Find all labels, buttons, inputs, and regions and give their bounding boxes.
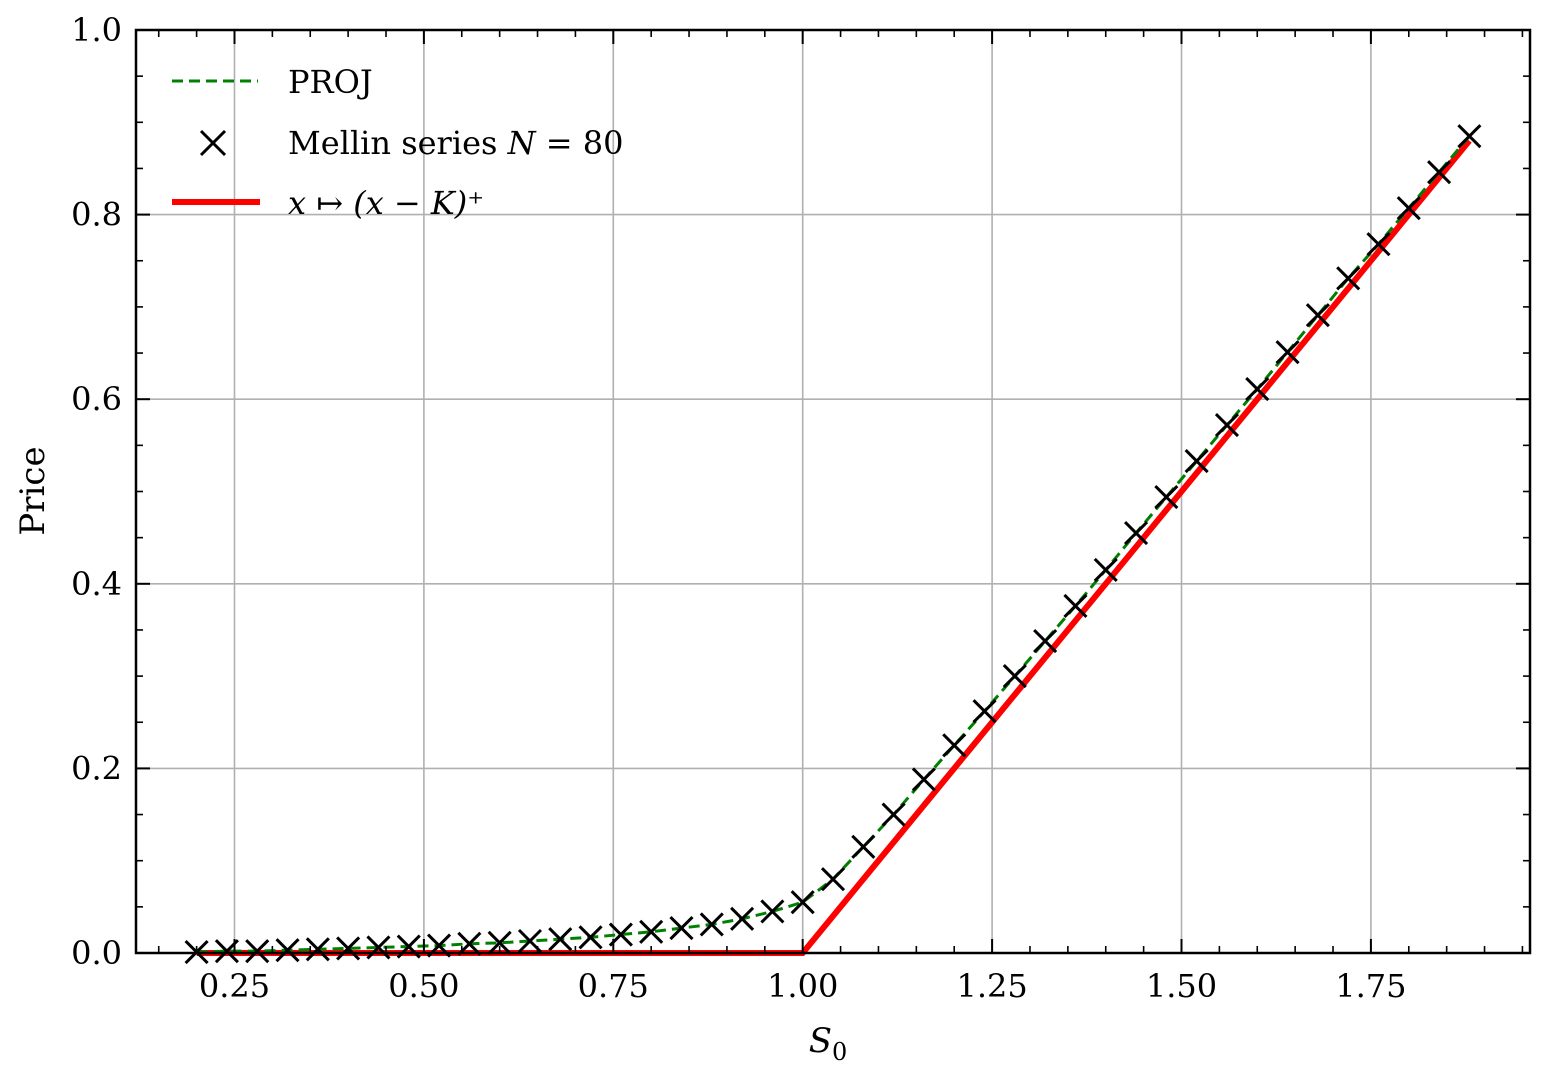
series-mellin-point bbox=[639, 919, 664, 944]
series-mellin-point bbox=[669, 916, 694, 941]
series-mellin-point bbox=[578, 925, 603, 950]
axes-frame bbox=[134, 28, 1532, 955]
series-mellin-point bbox=[1305, 303, 1330, 328]
series-mellin-point bbox=[820, 867, 846, 892]
x-tick-label: 1.75 bbox=[1335, 967, 1406, 1005]
legend-payoff-label: x ↦ (x − K)⁺ bbox=[288, 184, 484, 222]
series-mellin-point bbox=[760, 899, 785, 924]
y-tick-label: 1.0 bbox=[71, 11, 122, 49]
legend-mellin-prefix: Mellin series bbox=[288, 124, 508, 162]
series-mellin-point bbox=[1457, 124, 1482, 149]
series-payoff-line bbox=[196, 138, 1472, 956]
x-tick-label: 0.75 bbox=[578, 967, 649, 1005]
series-mellin-point bbox=[730, 906, 755, 931]
series-mellin-point bbox=[245, 939, 270, 964]
x-axis-label: S0 bbox=[809, 1021, 848, 1066]
series-mellin-point bbox=[487, 930, 512, 955]
series-proj-line bbox=[196, 135, 1471, 954]
series-mellin-point bbox=[1093, 557, 1118, 583]
series-mellin-point bbox=[305, 937, 330, 962]
series-mellin-point bbox=[1245, 376, 1270, 402]
y-tick-label: 0.2 bbox=[71, 749, 122, 787]
series-mellin-point bbox=[972, 699, 997, 724]
series-mellin-point bbox=[1366, 232, 1391, 257]
legend-mellin-swatch bbox=[199, 129, 227, 157]
y-tick-label: 0.0 bbox=[71, 934, 122, 972]
series-mellin-point bbox=[1123, 520, 1149, 546]
x-tick-label: 1.25 bbox=[956, 967, 1027, 1005]
x-axis-label-main: S bbox=[809, 1021, 832, 1061]
grid bbox=[136, 30, 1530, 953]
series-layer bbox=[184, 124, 1482, 965]
series-mellin-point bbox=[790, 890, 815, 915]
series-mellin-point bbox=[1336, 266, 1361, 291]
legend-mellin-var: N bbox=[507, 124, 537, 162]
series-mellin-point bbox=[1033, 628, 1058, 654]
legend: PROJ Mellin series N = 80 x ↦ (x − K)⁺ bbox=[172, 63, 623, 222]
series-mellin-point bbox=[1154, 484, 1179, 510]
x-tick-label: 0.25 bbox=[199, 967, 270, 1005]
series-mellin-point bbox=[366, 935, 391, 960]
y-axis-label: Price bbox=[13, 446, 53, 535]
legend-proj-label: PROJ bbox=[288, 63, 373, 101]
series-mellin-point bbox=[1275, 340, 1300, 365]
series-mellin-point bbox=[1002, 664, 1027, 689]
x-axis-label-sub: 0 bbox=[832, 1038, 847, 1066]
y-tick-label: 0.4 bbox=[71, 565, 122, 603]
series-mellin-point bbox=[1063, 593, 1088, 619]
legend-mellin-label: Mellin series N = 80 bbox=[288, 124, 623, 162]
y-tick-label: 0.6 bbox=[71, 380, 122, 418]
x-tick-label: 1.00 bbox=[767, 967, 838, 1005]
series-mellin-point bbox=[1427, 160, 1452, 185]
ticks bbox=[136, 29, 1530, 954]
series-mellin-point bbox=[851, 834, 876, 859]
series-mellin-point bbox=[699, 912, 724, 937]
series-mellin-point bbox=[911, 767, 936, 792]
x-tick-label: 0.50 bbox=[388, 967, 459, 1005]
series-mellin-point bbox=[1214, 412, 1240, 438]
y-tick-label: 0.8 bbox=[71, 196, 122, 234]
series-mellin-point bbox=[942, 733, 967, 758]
series-mellin-point bbox=[1184, 448, 1209, 474]
legend-mellin-eq: = 80 bbox=[536, 124, 624, 162]
series-mellin-point bbox=[1396, 196, 1421, 221]
x-tick-label: 1.50 bbox=[1146, 967, 1217, 1005]
series-mellin-point bbox=[881, 802, 906, 827]
series-mellin-point bbox=[548, 927, 573, 952]
series-mellin-point bbox=[275, 938, 300, 963]
tick-labels: 0.25 0.50 0.75 1.00 1.25 1.50 1.75 0.0 0.2 0.4 0.6… bbox=[71, 11, 1406, 1005]
